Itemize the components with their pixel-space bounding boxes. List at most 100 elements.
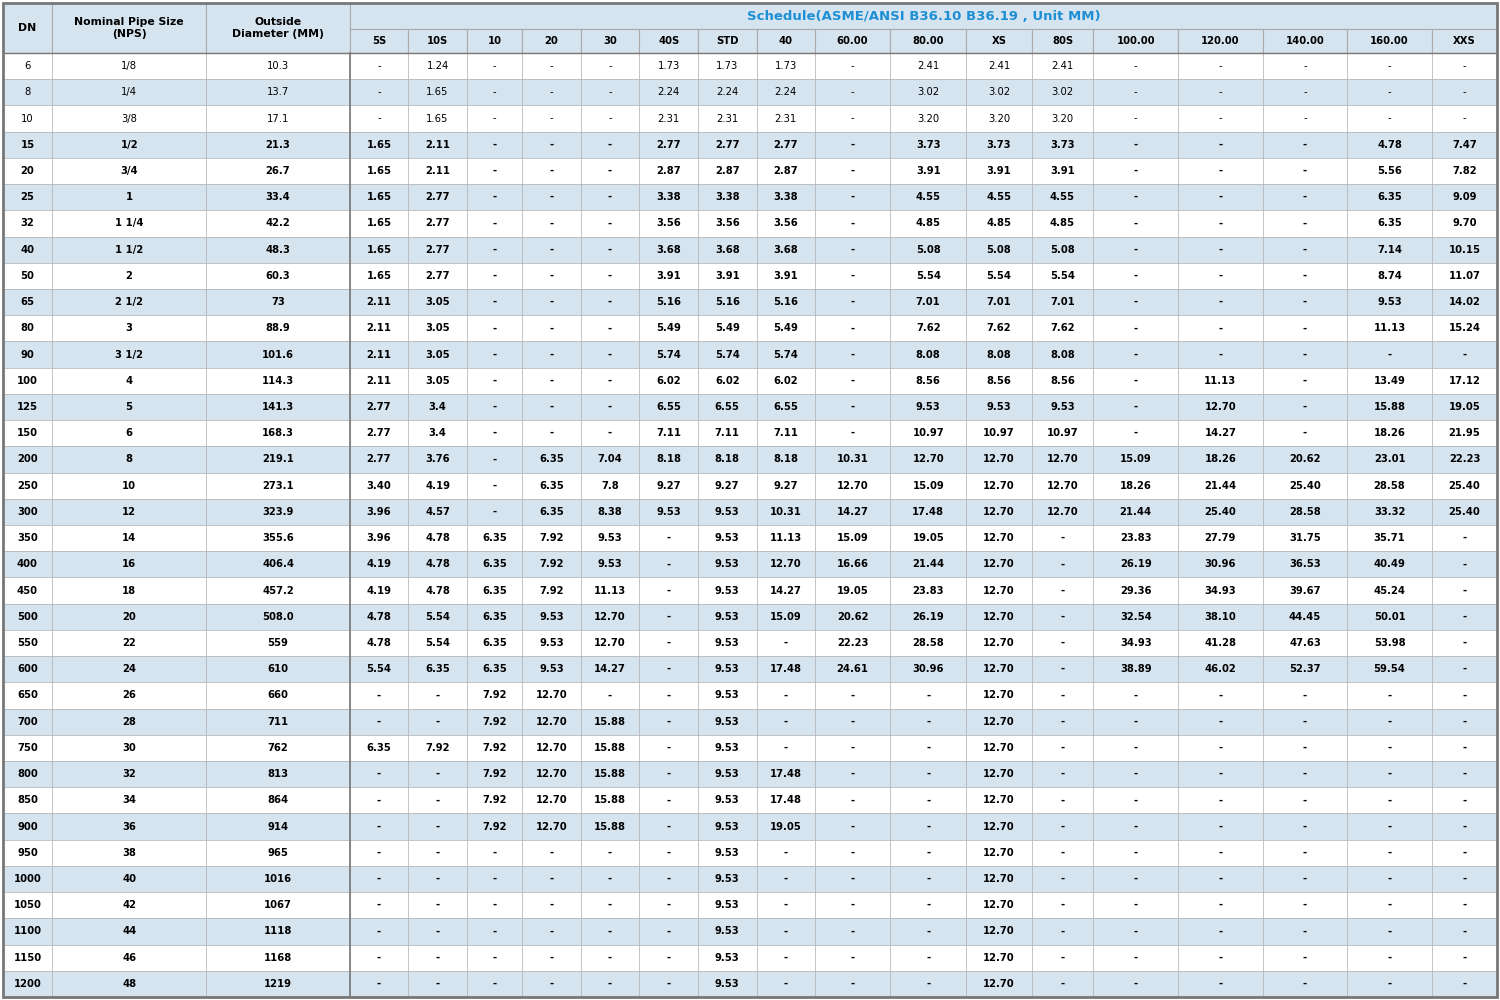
Bar (966, 446, 1032, 473)
Text: 1168: 1168 (264, 953, 292, 963)
Text: 12.70: 12.70 (982, 690, 1016, 700)
Text: 4.57: 4.57 (424, 507, 450, 517)
Bar (3, 656, 52, 682)
Bar (580, 341, 639, 368)
Bar (890, 813, 966, 840)
Bar (580, 158, 639, 184)
Text: 7.01: 7.01 (1050, 297, 1076, 307)
Text: 8.74: 8.74 (1377, 271, 1402, 281)
Bar (1032, 105, 1094, 132)
Bar (466, 656, 522, 682)
Bar (966, 709, 1032, 735)
Bar (1347, 446, 1432, 473)
Bar (1432, 577, 1497, 604)
Text: -: - (1134, 350, 1138, 360)
Bar (698, 551, 756, 577)
Text: 12.70: 12.70 (982, 664, 1016, 674)
Bar (890, 735, 966, 761)
Bar (1263, 656, 1347, 682)
Bar (698, 315, 756, 341)
Text: 32: 32 (21, 218, 34, 228)
Text: 2.41: 2.41 (988, 61, 1010, 71)
Text: -: - (1388, 979, 1392, 989)
Bar (890, 604, 966, 630)
Bar (1432, 761, 1497, 787)
Bar (966, 158, 1032, 184)
Bar (1094, 866, 1178, 892)
Text: -: - (1218, 114, 1222, 124)
Text: 12.70: 12.70 (1047, 507, 1078, 517)
Bar (1032, 420, 1094, 446)
Text: 1.65: 1.65 (426, 114, 448, 124)
Bar (1094, 630, 1178, 656)
Bar (3, 341, 52, 368)
Bar (698, 158, 756, 184)
Text: -: - (1134, 192, 1138, 202)
Bar (1263, 79, 1347, 105)
Bar (1032, 892, 1094, 918)
Text: 12.70: 12.70 (912, 454, 944, 464)
Bar (698, 289, 756, 315)
Bar (698, 787, 756, 813)
Text: 300: 300 (16, 507, 38, 517)
Bar (756, 289, 814, 315)
Text: -: - (492, 874, 496, 884)
Bar (1032, 29, 1094, 53)
Bar (522, 813, 580, 840)
Bar (815, 499, 890, 525)
Bar (890, 525, 966, 551)
Text: -: - (435, 979, 439, 989)
Bar (350, 551, 408, 577)
Bar (1178, 577, 1263, 604)
Bar (3, 630, 52, 656)
Bar (1432, 735, 1497, 761)
Text: 12.70: 12.70 (536, 822, 567, 832)
Bar (580, 866, 639, 892)
Text: 610: 610 (267, 664, 288, 674)
Text: 38.10: 38.10 (1204, 612, 1236, 622)
Bar (1347, 945, 1432, 971)
Text: -: - (1462, 350, 1467, 360)
Text: 125: 125 (16, 402, 38, 412)
Text: 2: 2 (126, 271, 132, 281)
Text: 3.20: 3.20 (916, 114, 939, 124)
Text: 88.9: 88.9 (266, 323, 291, 333)
Text: -: - (1304, 218, 1306, 228)
Bar (1263, 210, 1347, 237)
Text: 25.40: 25.40 (1204, 507, 1236, 517)
Text: 2.77: 2.77 (426, 218, 450, 228)
Bar (1178, 210, 1263, 237)
Text: 6.35: 6.35 (538, 507, 564, 517)
Text: 9.53: 9.53 (716, 664, 740, 674)
Text: 36: 36 (122, 822, 136, 832)
Bar (756, 551, 814, 577)
Bar (408, 289, 466, 315)
Bar (756, 53, 814, 79)
Bar (1263, 237, 1347, 263)
Bar (1178, 918, 1263, 945)
Text: -: - (1462, 586, 1467, 596)
Text: -: - (666, 690, 670, 700)
Text: -: - (376, 979, 381, 989)
Text: 3.40: 3.40 (366, 481, 392, 491)
Text: -: - (926, 926, 930, 936)
Text: -: - (376, 822, 381, 832)
Bar (207, 289, 350, 315)
Text: -: - (850, 743, 855, 753)
Text: -: - (376, 926, 381, 936)
Bar (756, 918, 814, 945)
Bar (3, 289, 52, 315)
Text: 1 1/2: 1 1/2 (116, 245, 144, 255)
Text: 6.35: 6.35 (1377, 192, 1402, 202)
Text: Outside
Diameter (MM): Outside Diameter (MM) (232, 17, 324, 39)
Bar (408, 29, 466, 53)
Bar (1432, 53, 1497, 79)
Text: 9.53: 9.53 (716, 559, 740, 569)
Bar (1347, 341, 1432, 368)
Bar (1094, 132, 1178, 158)
Bar (756, 210, 814, 237)
Text: 10.3: 10.3 (267, 61, 290, 71)
Text: -: - (608, 874, 612, 884)
Bar (3, 551, 52, 577)
Bar (1032, 446, 1094, 473)
